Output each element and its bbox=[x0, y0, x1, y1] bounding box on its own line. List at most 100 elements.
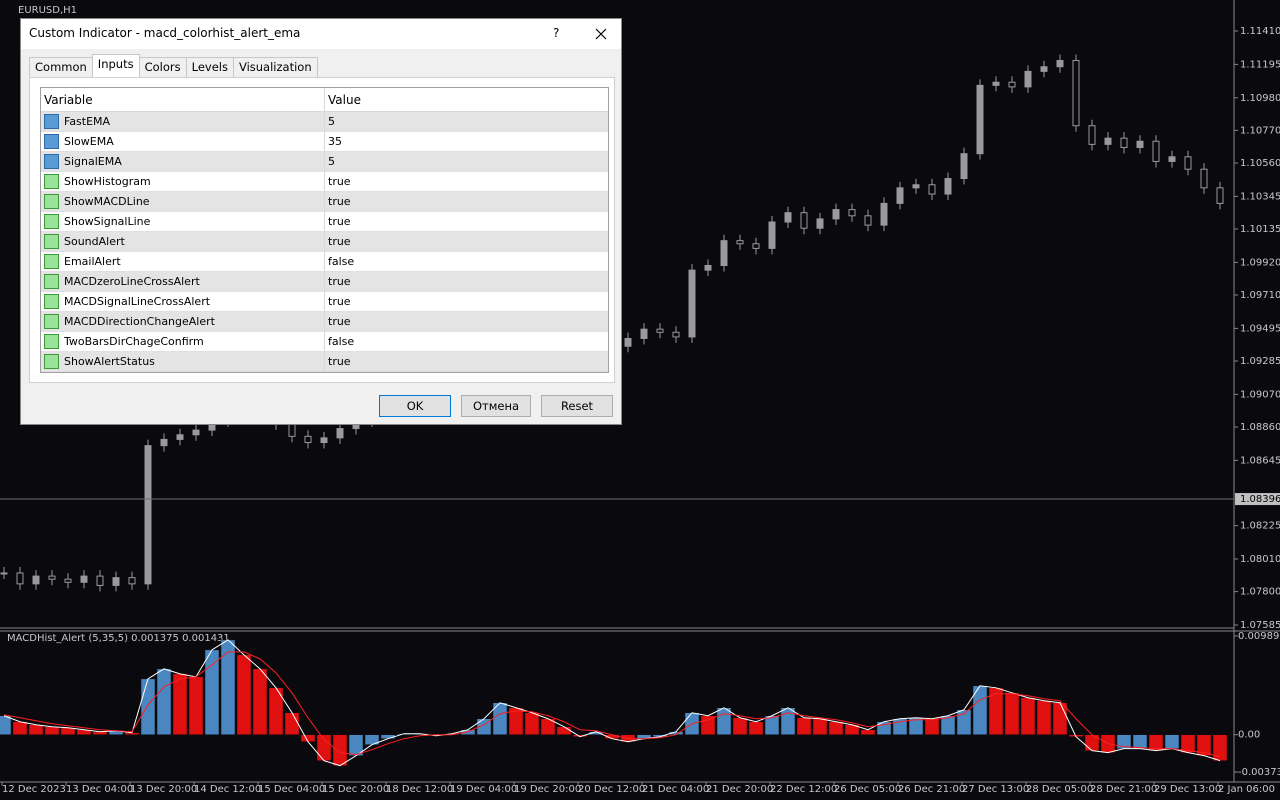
y-tick-label: -0.003737 bbox=[1238, 767, 1280, 778]
y-tick-label: 0.00 bbox=[1238, 730, 1260, 741]
histogram-bar bbox=[1212, 734, 1228, 761]
tab[interactable]: Colors bbox=[138, 57, 187, 77]
candle bbox=[768, 221, 776, 249]
symbol-label: EURUSD,H1 bbox=[18, 5, 77, 16]
variable-value[interactable]: 35 bbox=[328, 135, 342, 148]
y-tick-label: 1.08860 bbox=[1240, 422, 1280, 433]
variable-value[interactable]: true bbox=[328, 175, 351, 188]
grid-row[interactable]: ShowSignalLine true bbox=[41, 212, 608, 232]
variable-value[interactable]: true bbox=[328, 295, 351, 308]
x-tick-label: 15 Dec 04:00 bbox=[258, 784, 325, 795]
candle bbox=[176, 434, 184, 440]
candle bbox=[1072, 60, 1080, 127]
variable-value[interactable]: true bbox=[328, 235, 351, 248]
histogram-bar bbox=[332, 734, 348, 766]
variable-value[interactable]: true bbox=[328, 275, 351, 288]
histogram-bar bbox=[156, 668, 172, 735]
candle bbox=[320, 437, 328, 444]
type-icon bbox=[44, 234, 59, 249]
grid-row[interactable]: SoundAlert true bbox=[41, 232, 608, 252]
tab[interactable]: Visualization bbox=[232, 57, 318, 77]
candle bbox=[624, 337, 632, 347]
y-tick-label: 1.11410 bbox=[1240, 26, 1280, 37]
signal-line bbox=[3, 651, 1221, 758]
x-tick-label: 19 Dec 04:00 bbox=[450, 784, 517, 795]
histogram-bar bbox=[284, 712, 300, 735]
y-tick-label: 1.08225 bbox=[1240, 521, 1280, 532]
candle bbox=[64, 578, 72, 583]
name-cell: SignalEMA bbox=[41, 152, 325, 171]
variable-value[interactable]: 5 bbox=[328, 155, 335, 168]
histogram-bar bbox=[252, 668, 268, 735]
candle bbox=[928, 184, 936, 195]
x-tick-label: 13 Dec 04:00 bbox=[66, 784, 133, 795]
dialog-button[interactable]: OK bbox=[379, 395, 451, 417]
candle bbox=[704, 264, 712, 271]
grid-row[interactable]: TwoBarsDirChageConfirm false bbox=[41, 332, 608, 352]
variable-name: MACDSignalLineCrossAlert bbox=[64, 294, 211, 308]
x-tick-label: 26 Dec 05:00 bbox=[834, 784, 901, 795]
candle bbox=[992, 81, 1000, 86]
grid-row[interactable]: SignalEMA 5 bbox=[41, 152, 608, 172]
histogram-bar bbox=[764, 715, 780, 735]
histogram-bar bbox=[1020, 697, 1036, 735]
name-cell: ShowSignalLine bbox=[41, 212, 325, 231]
inputs-grid: Variable Value FastEMA 5 SlowEMA 35 SignalEMA 5… bbox=[40, 87, 609, 373]
histogram-bar bbox=[316, 734, 332, 761]
grid-row[interactable]: ShowHistogram true bbox=[41, 172, 608, 192]
variable-name: SoundAlert bbox=[64, 234, 125, 248]
histogram-bar bbox=[220, 639, 236, 735]
grid-row[interactable]: ShowAlertStatus true bbox=[41, 352, 608, 372]
candle bbox=[832, 209, 840, 220]
candle bbox=[960, 153, 968, 180]
candle bbox=[1088, 125, 1096, 145]
histogram-bar bbox=[188, 676, 204, 735]
help-button[interactable]: ? bbox=[553, 26, 560, 40]
grid-row[interactable]: MACDzeroLineCrossAlert true bbox=[41, 272, 608, 292]
tab[interactable]: Common bbox=[29, 57, 93, 77]
tab[interactable]: Levels bbox=[185, 57, 234, 77]
dialog-button[interactable]: Отмена bbox=[461, 395, 531, 417]
column-header: Variable bbox=[41, 88, 325, 111]
candle bbox=[288, 423, 296, 437]
y-tick-label: 1.07585 bbox=[1240, 620, 1280, 631]
variable-value[interactable]: true bbox=[328, 355, 351, 368]
variable-value[interactable]: false bbox=[328, 335, 355, 348]
variable-name: ShowMACDLine bbox=[64, 194, 150, 208]
histogram-bar bbox=[828, 721, 844, 735]
variable-value[interactable]: 5 bbox=[328, 115, 335, 128]
variable-name: TwoBarsDirChageConfirm bbox=[64, 334, 204, 348]
grid-row[interactable]: FastEMA 5 bbox=[41, 112, 608, 132]
histogram-bar bbox=[204, 649, 220, 735]
grid-row[interactable]: EmailAlert false bbox=[41, 252, 608, 272]
candle bbox=[112, 577, 120, 586]
candle bbox=[1168, 156, 1176, 162]
variable-value[interactable]: false bbox=[328, 255, 355, 268]
variable-value[interactable]: true bbox=[328, 215, 351, 228]
histogram-bar bbox=[236, 654, 252, 735]
variable-name: MACDzeroLineCrossAlert bbox=[64, 274, 200, 288]
histogram-bar bbox=[524, 712, 540, 735]
variable-value[interactable]: true bbox=[328, 315, 351, 328]
dialog-title: Custom Indicator - macd_colorhist_alert_… bbox=[29, 26, 301, 40]
tab-panel: Variable Value FastEMA 5 SlowEMA 35 SignalEMA 5… bbox=[29, 77, 615, 383]
candle bbox=[720, 240, 728, 266]
grid-row[interactable]: ShowMACDLine true bbox=[41, 192, 608, 212]
candle bbox=[976, 84, 984, 155]
dialog-button[interactable]: Reset bbox=[541, 395, 613, 417]
histogram-bar bbox=[716, 707, 732, 735]
y-tick-label: 1.10345 bbox=[1240, 191, 1280, 202]
x-tick-label: 28 Dec 21:00 bbox=[1090, 784, 1157, 795]
name-cell: MACDDirectionChangeAlert bbox=[41, 312, 325, 331]
variable-value[interactable]: true bbox=[328, 195, 351, 208]
close-button[interactable] bbox=[595, 28, 607, 40]
grid-row[interactable]: MACDDirectionChangeAlert true bbox=[41, 312, 608, 332]
grid-row[interactable]: MACDSignalLineCrossAlert true bbox=[41, 292, 608, 312]
y-tick-label: 1.10135 bbox=[1240, 224, 1280, 235]
name-cell: ShowMACDLine bbox=[41, 192, 325, 211]
name-cell: ShowHistogram bbox=[41, 172, 325, 191]
candle bbox=[80, 575, 88, 583]
tab[interactable]: Inputs bbox=[91, 54, 140, 77]
grid-row[interactable]: SlowEMA 35 bbox=[41, 132, 608, 152]
name-cell: SlowEMA bbox=[41, 132, 325, 151]
